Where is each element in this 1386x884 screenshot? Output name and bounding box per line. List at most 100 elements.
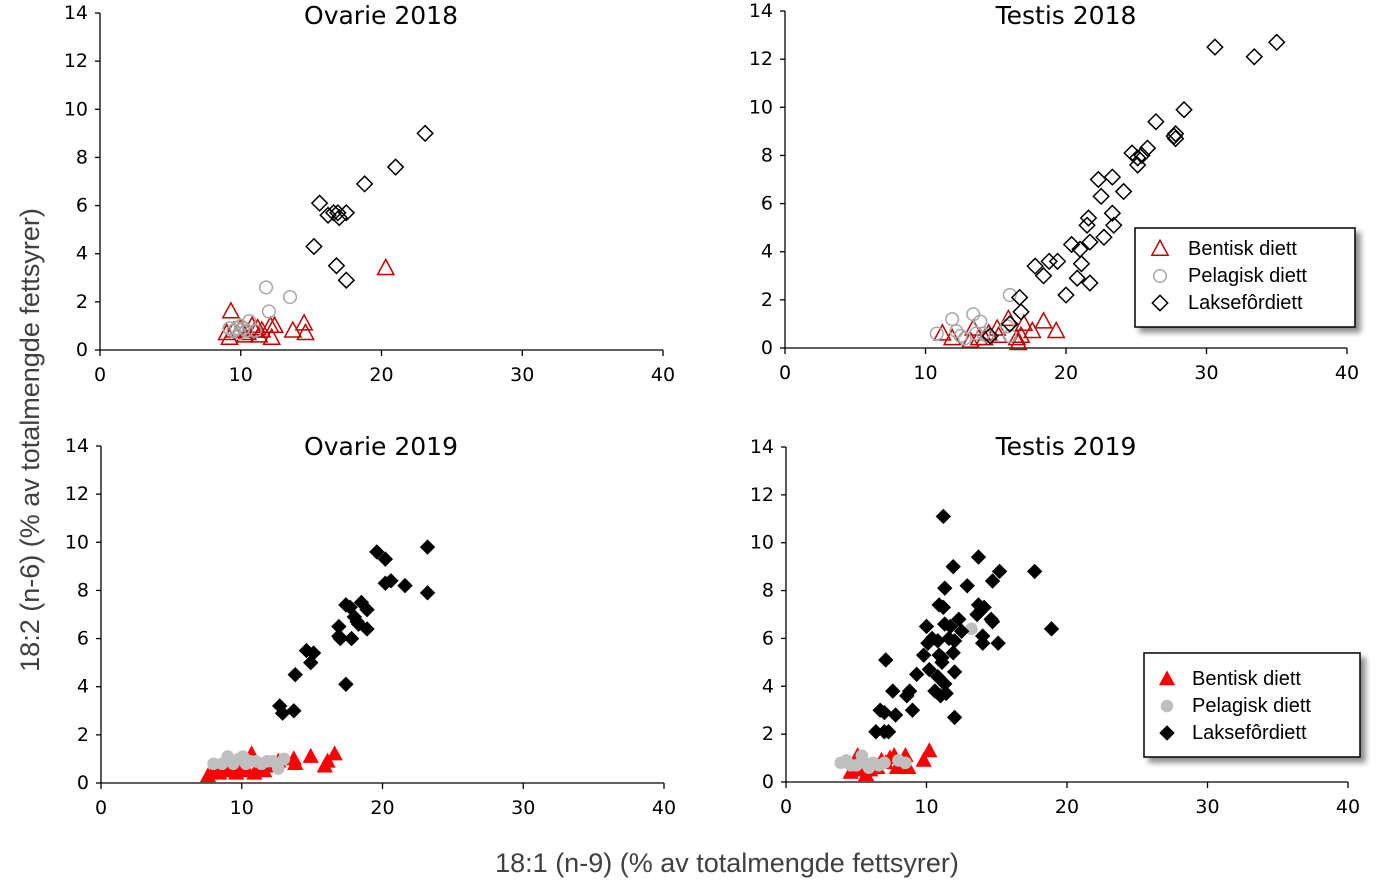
y-tick-label: 8	[76, 146, 88, 168]
data-point	[277, 752, 291, 766]
legend: Bentisk diett Pelagisk diett Laksefôrdiett	[1143, 652, 1361, 758]
legend-marker-triangle	[1158, 670, 1176, 686]
data-point	[1010, 288, 1029, 307]
data-point	[1092, 187, 1110, 206]
data-point	[920, 635, 936, 651]
data-point	[1079, 209, 1098, 227]
x-tick-label: 30	[1195, 796, 1219, 818]
x-tick-label: 20	[1054, 362, 1078, 384]
data-point	[287, 666, 303, 683]
data-point	[419, 585, 436, 601]
data-point	[1081, 233, 1099, 251]
data-point	[330, 208, 349, 227]
data-point	[945, 645, 961, 661]
data-point	[949, 324, 964, 339]
data-point	[887, 707, 904, 723]
data-point	[937, 580, 953, 596]
panel-title: Ovarie 2019	[304, 432, 458, 461]
legend-label: Pelagisk diett	[1192, 695, 1311, 717]
x-tick-label: 20	[369, 364, 393, 386]
data-point	[294, 313, 314, 331]
data-point	[298, 642, 315, 659]
series-diamond	[981, 33, 1286, 345]
data-point	[1138, 139, 1157, 157]
x-tick-label: 0	[780, 796, 792, 818]
panel-ovarie-2018: Ovarie 2018 0 2 4 6 8 10 12 14 0 10 20 30 40	[64, 1, 675, 386]
data-point	[296, 322, 315, 341]
y-tick-label: 0	[762, 771, 774, 793]
data-point	[265, 315, 284, 333]
data-point	[878, 652, 894, 668]
legend-box	[1134, 227, 1356, 328]
data-point	[1068, 269, 1087, 287]
data-point	[287, 755, 304, 771]
data-point	[984, 573, 1001, 589]
legend-marker-diamond	[1151, 294, 1169, 312]
x-tick-label: 40	[651, 364, 675, 386]
data-point	[970, 549, 987, 565]
data-point	[1007, 328, 1027, 346]
data-point	[397, 577, 413, 594]
data-point	[1048, 252, 1067, 271]
data-point	[1046, 320, 1066, 339]
data-point	[274, 705, 291, 721]
data-point	[1095, 228, 1113, 247]
y-tick-label: 14	[64, 2, 88, 24]
x-tick-label: 10	[229, 364, 253, 386]
data-point	[1062, 235, 1081, 254]
data-point	[337, 271, 356, 289]
data-point	[1034, 311, 1053, 329]
data-point	[1147, 112, 1165, 131]
legend-marker-circle	[1160, 699, 1174, 713]
data-point	[259, 280, 274, 295]
data-point	[980, 328, 995, 344]
y-tick-label: 10	[749, 96, 773, 118]
legend-marker-diamond	[1159, 725, 1175, 741]
x-tick-label: 40	[1336, 796, 1360, 818]
y-tick-label: 10	[750, 532, 774, 554]
data-point	[973, 314, 988, 329]
data-point	[1103, 204, 1122, 222]
data-point	[1014, 313, 1034, 331]
data-point	[921, 742, 938, 758]
x-tick-label: 10	[914, 796, 938, 818]
data-point	[951, 611, 967, 627]
legend-marker-triangle	[1150, 238, 1170, 257]
data-point	[934, 654, 950, 671]
data-point	[326, 745, 343, 761]
data-point	[1089, 170, 1108, 189]
data-point	[989, 325, 1008, 344]
y-tick-label: 4	[77, 676, 89, 698]
data-point	[319, 206, 337, 224]
data-point	[990, 635, 1006, 651]
data-point	[232, 326, 247, 341]
data-point	[868, 724, 884, 740]
data-point	[959, 578, 975, 594]
data-point	[975, 635, 991, 651]
legend-label: Bentisk diett	[1192, 668, 1301, 690]
data-point	[908, 666, 925, 683]
legend: Bentisk diett Pelagisk diett Laksefôrdiett	[1134, 227, 1356, 328]
data-point	[880, 724, 897, 740]
data-point	[221, 301, 241, 319]
data-point	[932, 688, 949, 704]
data-point	[930, 633, 946, 649]
y-tick-label: 0	[761, 337, 773, 359]
data-point	[946, 633, 963, 649]
data-point	[1175, 100, 1193, 119]
x-tick-label: 40	[1335, 362, 1359, 384]
y-tick-label: 0	[77, 772, 89, 794]
data-point	[984, 613, 1001, 630]
data-point	[343, 630, 360, 647]
data-point	[981, 327, 999, 345]
y-tick-label: 8	[761, 144, 773, 166]
data-point	[915, 751, 932, 767]
y-tick-label: 14	[750, 436, 774, 458]
y-tick-label: 14	[65, 435, 89, 457]
y-tick-label: 6	[77, 628, 89, 650]
panel-title: Testis 2019	[995, 432, 1137, 461]
data-point	[1026, 563, 1043, 580]
data-point	[937, 676, 953, 692]
data-point	[359, 621, 375, 637]
